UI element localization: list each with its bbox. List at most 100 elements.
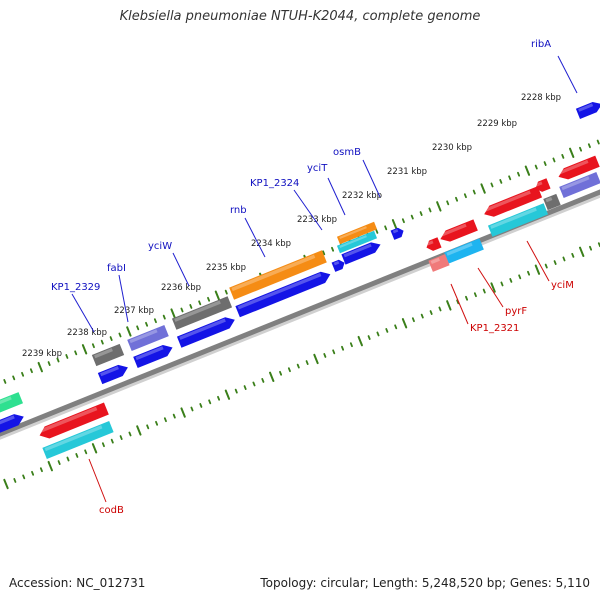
scale-tick-inner	[332, 349, 336, 355]
scale-tick-outer	[207, 296, 211, 302]
scale-tick-inner	[91, 443, 98, 454]
scale-tick-inner	[571, 252, 575, 258]
scale-tick-outer	[118, 332, 122, 338]
scale-tick-inner	[429, 310, 433, 315]
scale-tick-outer	[37, 361, 43, 373]
feature-yciM	[487, 203, 549, 237]
scale-tick-inner	[341, 345, 345, 351]
feature-KP1_2324	[341, 242, 381, 265]
scale-tick-inner	[136, 425, 142, 436]
scale-tick-inner	[180, 407, 186, 418]
scale-tick-inner	[3, 478, 9, 490]
scale-tick-inner	[155, 420, 159, 426]
scale-tick-inner	[269, 371, 275, 383]
feature-KP1_2329-2	[97, 364, 128, 385]
scale-label-kbp: 2234 kbp	[251, 239, 291, 249]
leader-line	[327, 177, 346, 216]
leader-line	[477, 267, 504, 308]
scale-label-kbp: 2228 kbp	[521, 93, 561, 103]
scale-tick-outer	[419, 211, 423, 216]
feature-edge-1	[0, 392, 24, 416]
feature-KP1_2329	[91, 343, 125, 367]
scale-tick-inner	[39, 467, 43, 473]
scale-tick-inner	[217, 395, 221, 401]
leader-line	[450, 283, 469, 325]
scale-tick-outer	[436, 201, 442, 212]
scale-tick-outer	[384, 225, 388, 231]
scale-label-kbp: 2238 kbp	[67, 328, 107, 338]
map-title: Klebsiella pneumoniae NTUH-K2044, comple…	[119, 9, 481, 24]
gene-label-KP1_2324: KP1_2324	[250, 178, 299, 189]
scale-tick-outer	[189, 304, 193, 309]
feature-codB-1	[39, 402, 109, 439]
feature-rnb-2	[235, 271, 331, 318]
scale-tick-inner	[128, 431, 132, 437]
scale-tick-inner	[31, 470, 35, 476]
leader-line	[526, 240, 550, 282]
gene-label-yciW: yciW	[148, 241, 172, 252]
gene-label-KP1_2329: KP1_2329	[51, 282, 100, 293]
feature-KP1_2321	[428, 254, 450, 272]
scale-tick-outer	[543, 161, 547, 166]
scale-tick-inner	[420, 313, 424, 319]
scale-tick-inner	[296, 363, 300, 369]
scale-tick-inner	[287, 367, 291, 373]
scale-tick-outer	[472, 189, 476, 195]
scale-tick-inner	[411, 317, 415, 323]
scale-tick-outer	[391, 219, 398, 230]
scale-tick-outer	[428, 207, 432, 213]
scale-tick-inner	[509, 277, 513, 283]
scale-tick-outer	[162, 314, 166, 320]
scale-tick-inner	[313, 353, 319, 365]
scale-tick-outer	[198, 300, 202, 306]
scale-tick-outer	[180, 307, 184, 313]
scale-tick-outer	[100, 339, 104, 345]
scale-tick-inner	[465, 295, 469, 301]
leader-line	[293, 189, 323, 231]
scale-label-kbp: 2230 kbp	[432, 143, 472, 153]
scale-tick-outer	[109, 336, 113, 341]
scale-tick-outer	[47, 361, 51, 366]
scale-tick-inner	[199, 403, 203, 408]
scale-tick-outer	[446, 200, 450, 206]
scale-label-kbp: 2236 kbp	[161, 283, 201, 293]
scale-label-kbp: 2232 kbp	[342, 191, 382, 201]
scale-tick-inner	[518, 274, 522, 280]
feature-gray-right	[543, 193, 561, 211]
feature-yciW-2	[176, 317, 235, 348]
scale-tick-outer	[214, 290, 221, 301]
scale-tick-outer	[331, 246, 335, 252]
scale-tick-outer	[517, 171, 521, 177]
scale-tick-inner	[553, 260, 557, 265]
genome-summary: Topology: circular; Length: 5,248,520 bp…	[260, 576, 590, 590]
scale-tick-inner	[13, 478, 17, 483]
scale-tick-outer	[126, 326, 132, 337]
scale-tick-outer	[401, 218, 405, 224]
feature-yciT	[336, 230, 378, 254]
leader-line	[71, 293, 95, 333]
gene-label-fabI: fabI	[107, 263, 126, 274]
gene-label-yciM: yciM	[551, 280, 574, 291]
scale-tick-outer	[463, 193, 467, 199]
scale-tick-outer	[3, 379, 7, 384]
scale-tick-inner	[323, 353, 327, 358]
scale-tick-outer	[145, 321, 149, 327]
scale-tick-outer	[579, 146, 583, 152]
scale-tick-inner	[385, 328, 389, 333]
scale-tick-inner	[438, 306, 442, 312]
scale-tick-outer	[490, 182, 494, 188]
scale-tick-outer	[81, 344, 88, 355]
scale-tick-inner	[101, 442, 105, 448]
scale-tick-inner	[84, 449, 88, 455]
scale-tick-inner	[490, 282, 496, 293]
scale-tick-inner	[279, 370, 283, 376]
leader-line	[244, 217, 266, 258]
scale-tick-inner	[544, 263, 548, 269]
feature-red-3	[484, 186, 543, 217]
scale-tick-outer	[56, 357, 60, 363]
gene-label-ribA: ribA	[531, 39, 551, 50]
scale-tick-inner	[172, 413, 176, 419]
scale-tick-inner	[57, 460, 61, 465]
scale-tick-outer	[170, 308, 176, 319]
scale-tick-inner	[579, 246, 585, 257]
